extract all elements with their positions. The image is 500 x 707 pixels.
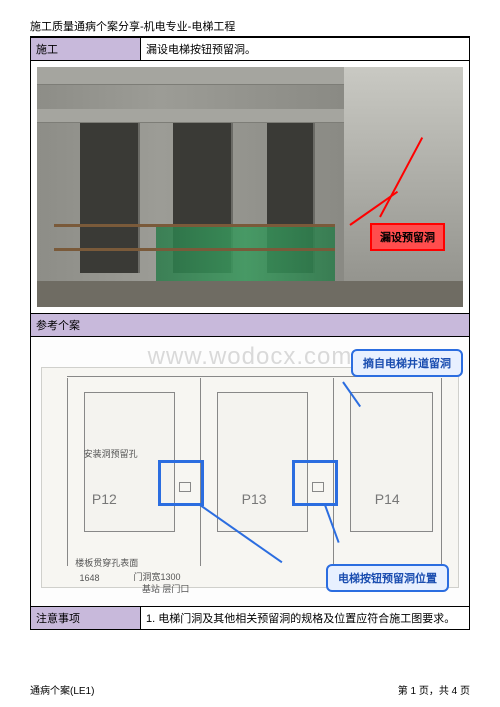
row3-desc: 1. 电梯门洞及其他相关预留洞的规格及位置应符合施工图要求。 — [141, 607, 470, 630]
footer-right: 第 1 页，共 4 页 — [398, 682, 470, 697]
callout-missing-hole: 漏设预留洞 — [370, 223, 445, 251]
shaft-drawing: P12 P13 P14 1648 门洞宽1300 基站 层门口 楼板贯穿孔表面 … — [41, 367, 459, 588]
note-slab: 楼板贯穿孔表面 — [75, 556, 138, 569]
callout-source: 摘自电梯井道留洞 — [351, 349, 463, 377]
row1-desc: 漏设电梯按钮预留洞。 — [141, 38, 470, 61]
site-photo: 漏设预留洞 — [37, 67, 463, 307]
page-footer: 通病个案(LE1) 第 1 页，共 4 页 — [30, 682, 470, 697]
photo-cell: 漏设预留洞 — [31, 61, 470, 314]
note-install: 安装洞预留孔 — [84, 447, 138, 460]
footer-left: 通病个案(LE1) — [30, 682, 94, 697]
highlight-box-2 — [292, 460, 338, 506]
row1-label: 施工 — [31, 38, 141, 61]
dim-base: 基站 层门口 — [142, 582, 190, 595]
main-table: 施工 漏设电梯按钮预留洞。 漏设预留洞 参考个案 — [30, 37, 470, 630]
reference-cell: www.wodocx.com 摘自电梯井道留洞 P12 P13 P14 1648… — [31, 337, 470, 607]
label-p12: P12 — [92, 491, 117, 507]
label-p13: P13 — [242, 491, 267, 507]
row2-label: 参考个案 — [31, 314, 470, 337]
row3-label: 注意事项 — [31, 607, 141, 630]
callout-position: 电梯按钮预留洞位置 — [326, 564, 449, 592]
doc-header: 施工质量通病个案分享-机电专业-电梯工程 — [30, 18, 470, 34]
dim-1648: 1648 — [79, 573, 99, 583]
highlight-box-1 — [158, 460, 204, 506]
label-p14: P14 — [375, 491, 400, 507]
